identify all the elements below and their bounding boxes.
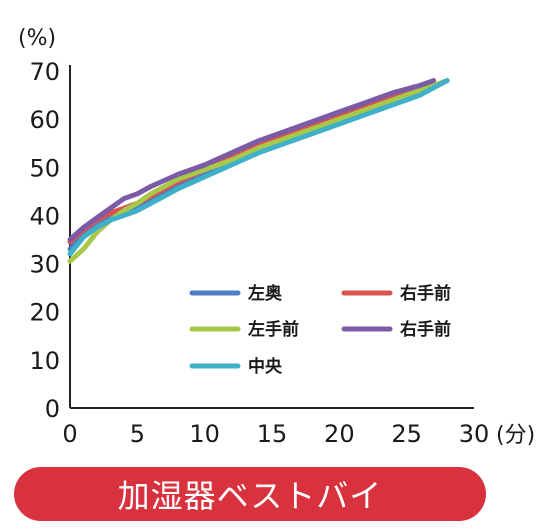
- legend-label-3: 右手前: [400, 319, 451, 340]
- y-tick-label: 50: [29, 154, 60, 182]
- x-tick-label: 30: [459, 420, 490, 448]
- y-tick-label: 60: [29, 106, 60, 134]
- y-tick-label: 20: [29, 299, 60, 327]
- legend-label-4: 中央: [248, 356, 283, 377]
- x-tick-label: 25: [391, 420, 422, 448]
- series-line-3: [67, 78, 437, 242]
- y-tick-label: 70: [29, 58, 60, 86]
- x-tick-label: 0: [62, 420, 77, 448]
- x-tick-label: 5: [130, 420, 145, 448]
- series-lines: [67, 78, 450, 264]
- legend-label-0: 左奥: [248, 283, 283, 304]
- title-banner: 加湿器ベストバイ: [14, 467, 486, 521]
- x-tick-label: 15: [257, 420, 288, 448]
- legend-label-2: 左手前: [248, 319, 299, 340]
- y-tick-label: 30: [29, 251, 60, 279]
- y-tick-label: 40: [29, 202, 60, 230]
- series-line-4: [67, 78, 450, 257]
- y-tick-label: 0: [45, 395, 60, 423]
- legend-label-1: 右手前: [400, 283, 451, 304]
- x-unit-label: (分): [496, 423, 535, 448]
- y-unit-label: (%): [18, 26, 56, 51]
- x-tick-label: 10: [189, 420, 220, 448]
- banner-title: 加湿器ベストバイ: [117, 477, 383, 515]
- x-tick-label: 20: [324, 420, 355, 448]
- y-tick-label: 10: [29, 347, 60, 375]
- tick-labels: 0 10 20 30 40 50 60 70 0 5 10 15 20 25 30: [29, 58, 489, 448]
